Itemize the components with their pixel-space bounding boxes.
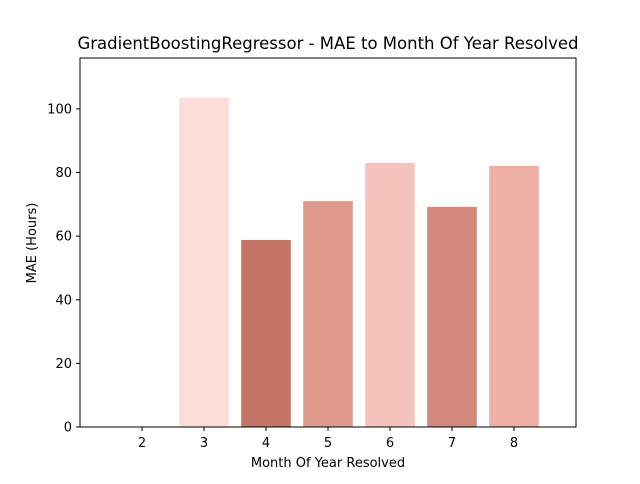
x-tick-label: 5 bbox=[324, 436, 332, 451]
x-tick-label: 4 bbox=[262, 436, 270, 451]
x-axis-ticks: 2 3 4 5 6 7 8 bbox=[138, 427, 518, 451]
bar-month-6 bbox=[365, 162, 415, 428]
bars-group bbox=[179, 97, 539, 428]
y-axis-label: MAE (Hours) bbox=[25, 203, 40, 284]
x-axis-label: Month Of Year Resolved bbox=[251, 456, 405, 471]
bar-month-8 bbox=[489, 165, 539, 427]
x-tick-label: 7 bbox=[448, 436, 456, 451]
x-tick-label: 6 bbox=[386, 436, 394, 451]
chart-title: GradientBoostingRegressor - MAE to Month… bbox=[77, 34, 578, 53]
y-tick-label: 0 bbox=[64, 421, 72, 436]
y-tick-label: 100 bbox=[47, 102, 72, 117]
x-tick-label: 8 bbox=[510, 436, 518, 451]
y-tick-label: 20 bbox=[55, 357, 72, 372]
y-axis-ticks: 0 20 40 60 80 100 bbox=[47, 102, 80, 436]
plot-area-frame bbox=[79, 57, 577, 428]
y-tick-label: 80 bbox=[55, 166, 72, 181]
bar-month-3 bbox=[179, 97, 229, 427]
bar-month-5 bbox=[303, 201, 353, 427]
y-tick-label: 40 bbox=[55, 293, 72, 308]
x-tick-label: 3 bbox=[200, 436, 208, 451]
bar-month-4 bbox=[241, 239, 291, 427]
bar-month-7 bbox=[427, 206, 477, 427]
y-tick-label: 60 bbox=[55, 230, 72, 245]
x-tick-label: 2 bbox=[138, 436, 146, 451]
